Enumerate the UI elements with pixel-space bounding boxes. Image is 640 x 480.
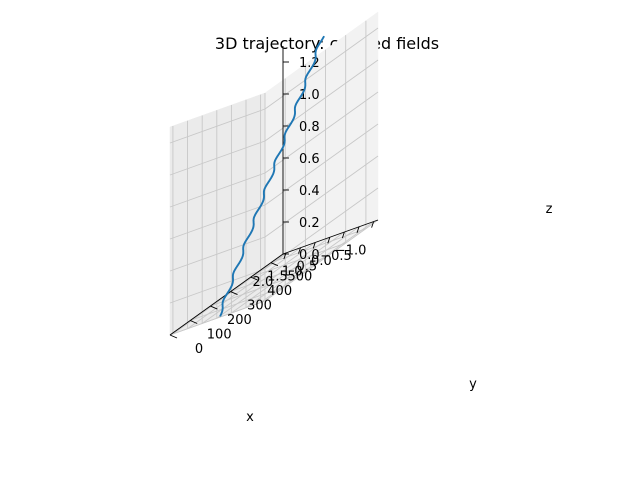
- x-tick-mark: [312, 242, 316, 249]
- z-gridline-back: [264, 219, 379, 302]
- z-gridline-left: [169, 204, 266, 240]
- x-gridline-floor: [216, 236, 331, 319]
- x-tick-mark: [341, 231, 345, 239]
- x-tick-label: 2.0: [253, 275, 274, 290]
- y-gridline-floor: [210, 271, 306, 307]
- x-gridline-floor: [201, 242, 316, 324]
- y-tick-mark: [169, 334, 178, 339]
- y-gridline-floor: [250, 242, 346, 278]
- x-tick-label: −0.5: [320, 249, 352, 264]
- z-gridline-left: [169, 236, 266, 272]
- z-gridline-back: [264, 91, 379, 174]
- y-tick-label: 500: [287, 270, 312, 285]
- z-tick-label: 0.4: [299, 184, 320, 199]
- trajectory-line: [219, 35, 325, 317]
- x-gridline-floor: [260, 221, 374, 303]
- y-tick-label: 100: [207, 328, 232, 343]
- y-tick-mark: [230, 291, 238, 296]
- x-tick-label: −1.0: [335, 244, 367, 259]
- y-tick-mark: [190, 320, 198, 324]
- z-tick-label: 0.8: [299, 120, 320, 135]
- z-gridline-back: [264, 187, 379, 270]
- x-tick-label: 1.0: [282, 265, 303, 280]
- y-tick-mark: [210, 305, 218, 310]
- z-gridline-left: [169, 108, 266, 144]
- x-tick-mark: [356, 226, 360, 233]
- z-gridline-back: [264, 123, 379, 206]
- y-tick-mark: [250, 276, 258, 281]
- x-tick-label: 0.0: [311, 254, 332, 269]
- y-tick-label: 0: [195, 342, 203, 357]
- x-tick-label: 0.5: [296, 259, 317, 274]
- z-tick-label: 0.6: [299, 152, 320, 167]
- y-tick-label: 200: [227, 313, 252, 328]
- x-tick-label: 1.5: [267, 270, 288, 285]
- z-gridline-back: [264, 59, 379, 142]
- y-gridline-floor: [270, 228, 367, 264]
- z-tick-label: 0.2: [299, 216, 320, 231]
- y-gridline-floor: [230, 257, 326, 293]
- x-tick-mark: [371, 221, 375, 228]
- y-gridline-floor: [190, 286, 286, 321]
- z-gridline-back: [264, 155, 379, 238]
- data-series: [219, 35, 325, 317]
- y-tick-label: 400: [267, 284, 292, 299]
- z-gridline-left: [169, 172, 266, 208]
- x-axis-label: x: [246, 410, 254, 425]
- z-gridline-left: [169, 140, 266, 176]
- y-axis-label: y: [469, 377, 477, 392]
- y-tick-mark: [270, 262, 279, 267]
- z-tick-label: 0.0: [299, 248, 320, 263]
- z-gridline-left: [169, 268, 266, 304]
- z-gridline-left: [169, 300, 266, 336]
- x-tick-mark: [327, 237, 331, 244]
- gridlines: [169, 20, 379, 336]
- z-gridline-back: [264, 27, 379, 110]
- z-axis-label: z: [546, 202, 553, 217]
- x-axis-line: [282, 219, 379, 255]
- x-tick-mark: [298, 247, 301, 254]
- z-tick-label: 1.2: [299, 56, 320, 71]
- x-gridline-floor: [172, 252, 287, 335]
- chart-title: 3D trajectory: crossed fields: [215, 34, 439, 53]
- y-tick-label: 300: [247, 299, 272, 314]
